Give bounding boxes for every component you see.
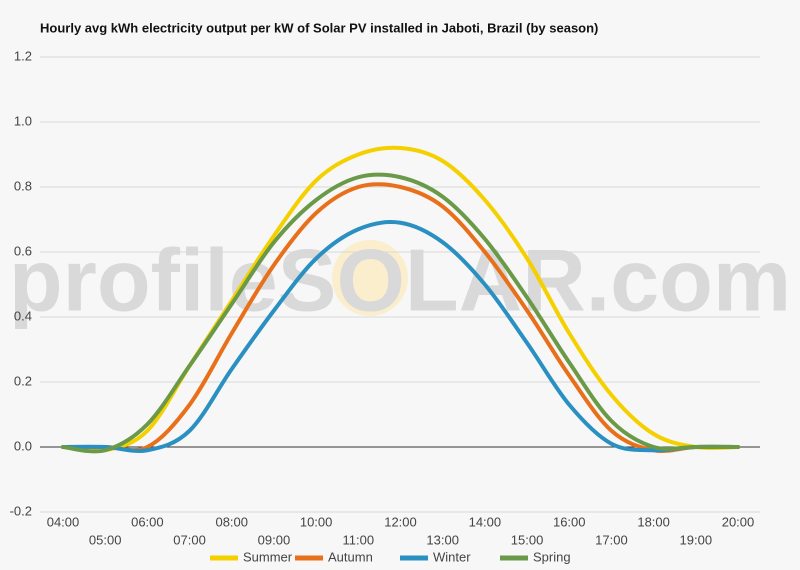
x-tick-label: 08:00 — [215, 514, 248, 529]
watermark-sun — [332, 240, 408, 316]
x-tick-label: 06:00 — [131, 514, 164, 529]
x-tick-label: 18:00 — [637, 514, 670, 529]
series-line — [61, 172, 740, 454]
legend-label: Summer — [243, 549, 293, 564]
series-line — [61, 182, 740, 453]
y-tick-label: 0.6 — [14, 243, 32, 258]
x-tick-label: 20:00 — [722, 514, 755, 529]
x-tick-label: 07:00 — [173, 532, 206, 547]
legend-label: Winter — [433, 549, 471, 564]
x-tick-label: 04:00 — [47, 514, 80, 529]
watermark: profileSOLAR.com — [9, 230, 791, 329]
x-tick-label: 14:00 — [469, 514, 502, 529]
x-tick-label: 13:00 — [426, 532, 459, 547]
x-tick-label: 15:00 — [511, 532, 544, 547]
x-tick-label: 19:00 — [680, 532, 713, 547]
series-line — [61, 220, 740, 453]
x-tick-label: 10:00 — [300, 514, 333, 529]
x-tick-label: 05:00 — [89, 532, 122, 547]
y-tick-label: 0.4 — [14, 308, 32, 323]
y-tick-label: -0.2 — [10, 503, 32, 518]
y-tick-label: 0.2 — [14, 373, 32, 388]
x-tick-label: 12:00 — [384, 514, 417, 529]
y-tick-label: 0.0 — [14, 438, 32, 453]
x-tick-label: 16:00 — [553, 514, 586, 529]
y-tick-label: 1.0 — [14, 113, 32, 128]
x-tick-label: 09:00 — [258, 532, 291, 547]
x-tick-label: 11:00 — [343, 532, 375, 547]
legend-label: Spring — [533, 549, 571, 564]
y-tick-label: 0.8 — [14, 178, 32, 193]
y-tick-label: 1.2 — [14, 48, 32, 63]
chart-title: Hourly avg kWh electricity output per kW… — [40, 20, 598, 35]
x-tick-label: 17:00 — [595, 532, 628, 547]
legend-label: Autumn — [328, 549, 373, 564]
